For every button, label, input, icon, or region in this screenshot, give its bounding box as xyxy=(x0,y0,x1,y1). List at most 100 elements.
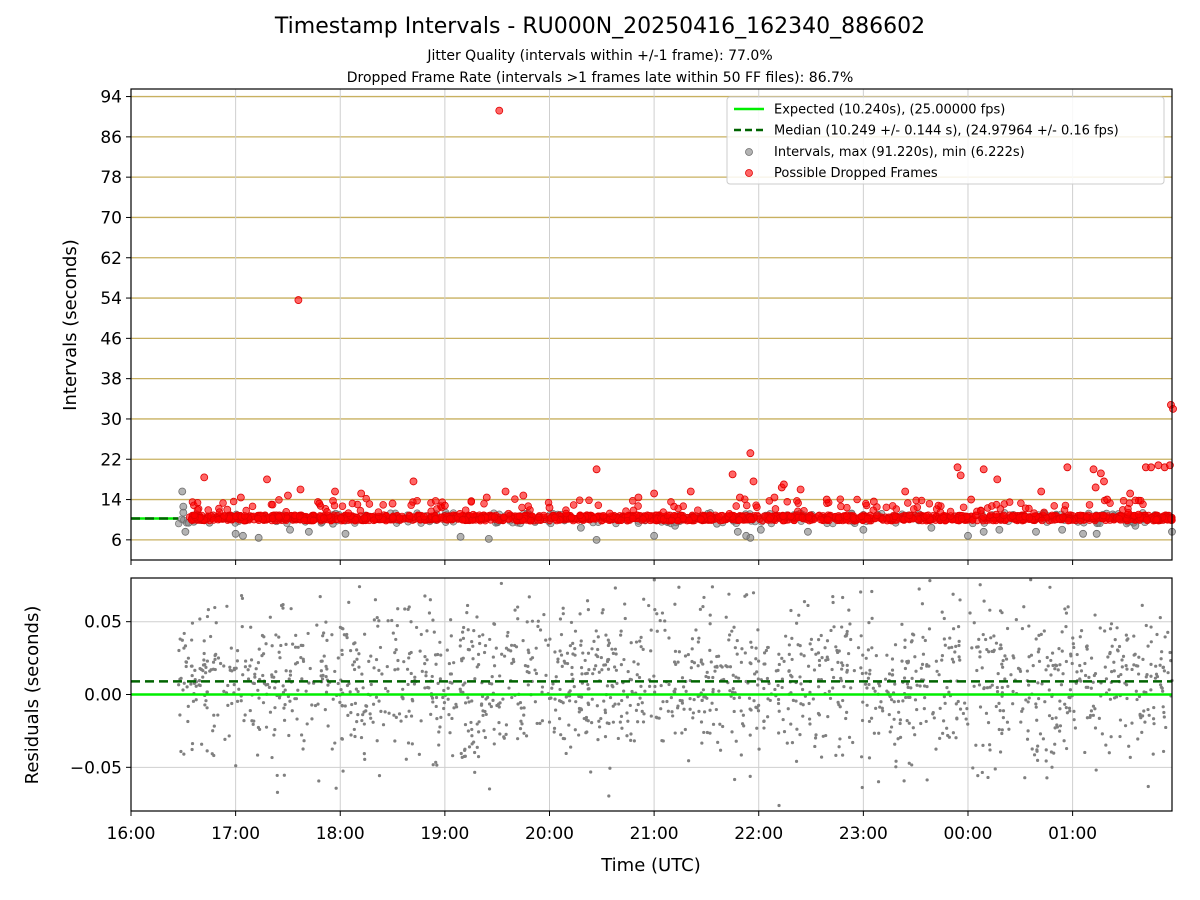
residual-point xyxy=(376,624,380,628)
residual-point xyxy=(325,667,329,671)
residual-point xyxy=(492,742,496,746)
residual-point xyxy=(250,719,254,723)
dropped-frame-point xyxy=(1089,465,1098,474)
residual-point xyxy=(527,670,531,675)
residual-point xyxy=(618,720,622,724)
residual-point xyxy=(978,650,982,654)
residual-point xyxy=(596,654,600,659)
residual-point xyxy=(306,631,310,636)
residual-point xyxy=(355,648,359,652)
residual-point xyxy=(270,644,274,648)
intervals-y-tick-label: 94 xyxy=(100,88,122,108)
residual-point xyxy=(587,668,591,672)
residual-point xyxy=(1068,695,1072,700)
residual-point xyxy=(1026,729,1030,733)
residual-point xyxy=(274,633,278,637)
residual-point xyxy=(1098,626,1102,630)
dropped-frame-point xyxy=(519,491,528,500)
residual-point xyxy=(795,727,799,731)
residual-point xyxy=(424,670,428,674)
residual-point xyxy=(903,638,907,642)
residual-point xyxy=(1110,644,1114,648)
residual-point xyxy=(267,685,271,690)
residual-point xyxy=(845,629,849,634)
residual-point xyxy=(470,734,474,738)
x-axis-label: Time (UTC) xyxy=(600,855,701,876)
residual-point xyxy=(1034,637,1038,641)
residual-point xyxy=(1007,727,1011,731)
residual-point xyxy=(182,646,186,650)
residual-point xyxy=(1004,657,1009,661)
residual-point xyxy=(1036,681,1040,685)
residual-point xyxy=(998,709,1002,713)
intervals-y-tick-label: 70 xyxy=(100,208,122,228)
residual-point xyxy=(1166,630,1170,634)
dropped-frame-point xyxy=(223,505,232,514)
residual-point xyxy=(273,686,277,690)
residual-point xyxy=(902,676,907,680)
residual-point xyxy=(768,698,772,703)
residual-point xyxy=(1063,702,1067,706)
residual-point xyxy=(214,652,218,656)
dropped-frame-point xyxy=(275,496,283,504)
residual-point xyxy=(935,669,939,673)
residual-point xyxy=(386,689,390,693)
residual-point xyxy=(424,674,428,678)
residual-point xyxy=(1166,671,1170,675)
residual-point xyxy=(427,611,432,615)
residual-point xyxy=(718,722,722,726)
residual-point xyxy=(595,704,599,708)
residual-point xyxy=(1036,744,1040,748)
residual-point xyxy=(552,726,557,730)
residual-point xyxy=(308,666,312,671)
residual-point xyxy=(975,645,979,649)
residual-point xyxy=(287,733,291,738)
residual-point xyxy=(666,709,670,713)
residual-point xyxy=(971,766,975,770)
residual-point xyxy=(663,628,667,632)
residual-point xyxy=(579,666,584,670)
residual-point xyxy=(586,608,590,612)
residual-point xyxy=(642,597,646,601)
residual-point xyxy=(834,753,838,757)
residual-point xyxy=(201,669,205,673)
residual-point xyxy=(204,671,208,675)
residual-point xyxy=(998,750,1003,754)
residual-point xyxy=(568,644,572,648)
residual-point xyxy=(724,615,728,619)
residual-point xyxy=(239,699,243,703)
residual-point xyxy=(689,666,693,670)
residual-point xyxy=(346,713,350,717)
residual-point xyxy=(241,673,245,677)
residual-point xyxy=(1031,664,1035,668)
residual-point xyxy=(340,648,344,652)
dropped-frame-point xyxy=(589,515,598,523)
residual-point xyxy=(1117,644,1122,649)
dropped-frame-point xyxy=(504,509,513,518)
residual-point xyxy=(665,699,669,704)
residual-point xyxy=(435,717,439,721)
residual-point xyxy=(1108,650,1112,655)
dropped-frame-point xyxy=(599,511,608,520)
residual-point xyxy=(1130,667,1134,672)
residual-point xyxy=(911,726,915,730)
dropped-frame-point xyxy=(458,516,467,524)
residual-point xyxy=(629,732,633,736)
residual-point xyxy=(513,608,517,612)
residual-point xyxy=(915,707,919,712)
residual-point xyxy=(568,699,572,703)
residual-point xyxy=(844,634,848,638)
residual-point xyxy=(601,608,605,612)
residual-point xyxy=(282,773,286,777)
residual-point xyxy=(1164,725,1168,730)
residual-point xyxy=(691,716,695,720)
residual-point xyxy=(984,637,988,642)
residual-point xyxy=(1018,669,1023,673)
residual-point xyxy=(663,619,667,623)
residual-point xyxy=(938,736,942,740)
residual-point xyxy=(702,730,706,735)
residual-point xyxy=(677,650,681,654)
dropped-frame-point xyxy=(909,505,918,513)
residual-point xyxy=(268,710,273,714)
residual-point xyxy=(570,665,574,670)
